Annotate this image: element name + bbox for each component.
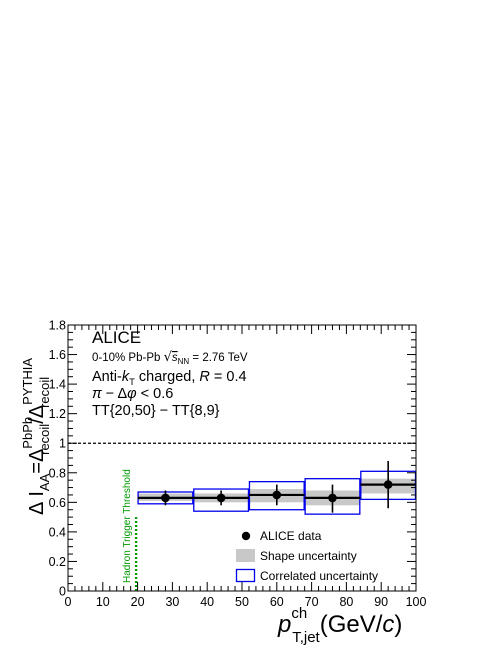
- trigger-track-label: TT{20,50} − TT{8,9}: [92, 403, 220, 419]
- legend-marker-data: [241, 531, 251, 541]
- x-tick-label: 20: [131, 595, 145, 609]
- x-tick-label: 10: [96, 595, 110, 609]
- data-point-4: [383, 480, 393, 489]
- y-tick-label: 0.2: [49, 555, 66, 569]
- y-tick-label: 1.4: [49, 378, 66, 392]
- data-point-3: [328, 493, 337, 503]
- x-tick-label: 50: [235, 595, 249, 609]
- x-tick-label: 80: [339, 595, 353, 609]
- legend-label-data: ALICE data: [260, 529, 322, 543]
- x-axis-title: pch T,jet(GeV/c): [277, 605, 402, 645]
- legend-label-correlated: Correlated uncertainty: [260, 569, 378, 583]
- delta-phi-label: π − Δφ < 0.6: [92, 386, 173, 402]
- x-tick-label: 30: [165, 595, 179, 609]
- legend: ALICE data Shape uncertainty Correlated …: [235, 529, 378, 583]
- y-tick-label: 1: [59, 437, 66, 451]
- data-points: [137, 460, 416, 513]
- y-tick-label: 1.2: [49, 407, 66, 421]
- x-tick-label: 40: [200, 595, 214, 609]
- legend-label-shape: Shape uncertainty: [260, 549, 357, 563]
- y-axis-title: ΔIAA=ΔPbPb recoil/ΔPYTHIA recoil: [20, 358, 52, 515]
- y-tick-label: 1.8: [49, 319, 66, 333]
- legend-swatch-shape: [236, 549, 255, 562]
- legend-swatch-correlated: [235, 568, 256, 583]
- jet-algorithm-label: Anti-kT charged, R = 0.4: [92, 369, 247, 388]
- x-tick-label: 70: [305, 595, 319, 609]
- correlated-box-1: [193, 488, 250, 512]
- x-tick-label: 0: [65, 595, 72, 609]
- collision-label: 0-10% Pb-Pb √sNN = 2.76 TeV: [92, 350, 248, 366]
- y-tick-label: 0: [59, 585, 66, 599]
- data-point-2: [272, 490, 282, 500]
- data-point-0: [161, 493, 170, 503]
- x-tick-label: 90: [374, 595, 388, 609]
- y-tick-label: 1.6: [49, 348, 66, 362]
- y-tick-label: 0.6: [49, 496, 66, 510]
- x-tick-label: 100: [406, 595, 427, 609]
- axes-layer: 0 10 20 30 40 50 60 70 80 90 100 0 0.2 0.4 0.6 0.8 1 1.2 1…: [49, 319, 427, 610]
- y-tick-label: 0.8: [49, 466, 66, 480]
- correlated-box-3: [304, 478, 361, 515]
- experiment-label: ALICE: [92, 328, 141, 347]
- y-tick-label: 0.4: [49, 525, 66, 539]
- x-tick-label: 60: [270, 595, 284, 609]
- data-point-1: [216, 493, 226, 503]
- threshold-label: Hadron Trigger Threshold: [122, 469, 133, 583]
